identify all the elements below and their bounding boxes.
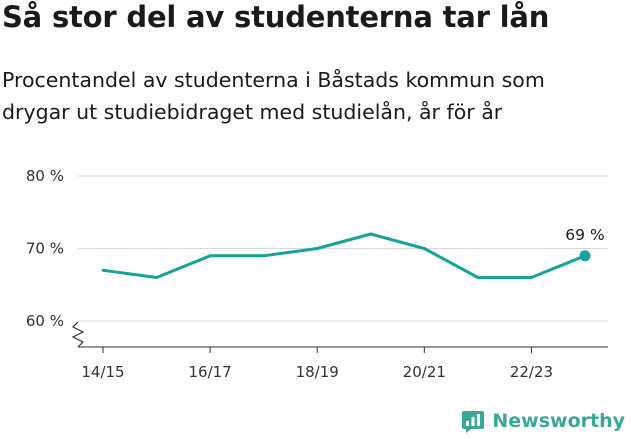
series-line <box>101 232 587 279</box>
x-tick-label: 22/23 <box>510 363 553 381</box>
y-tick-label: 80 % <box>26 167 64 185</box>
y-tick-label: 70 % <box>26 240 64 258</box>
x-tick-label: 18/19 <box>296 363 339 381</box>
x-axis <box>71 321 608 348</box>
x-tick-label: 14/15 <box>81 363 124 381</box>
data-labels: 69 % <box>565 226 604 244</box>
chart-title: Så stor del av studenterna tar lån <box>2 0 550 34</box>
x-axis-labels: 14/15 16/17 18/19 20/21 22/23 <box>81 347 553 381</box>
y-axis-labels: 60 % 70 % 80 % <box>26 167 64 330</box>
last-point-marker <box>579 250 591 262</box>
series <box>101 232 591 279</box>
last-point-label: 69 % <box>565 226 604 244</box>
y-tick-label: 60 % <box>26 312 64 330</box>
axis-break-icon <box>71 321 85 348</box>
x-tick-label: 20/21 <box>403 363 446 381</box>
brand-name: Newsworthy <box>492 410 625 432</box>
brand-logo: Newsworthy <box>461 409 625 433</box>
bar-chart-logo-icon <box>462 411 485 433</box>
x-tick-label: 16/17 <box>188 363 231 381</box>
chart-subtitle: Procentandel av studenterna i Båstads ko… <box>2 68 545 124</box>
grid-lines <box>78 175 608 322</box>
